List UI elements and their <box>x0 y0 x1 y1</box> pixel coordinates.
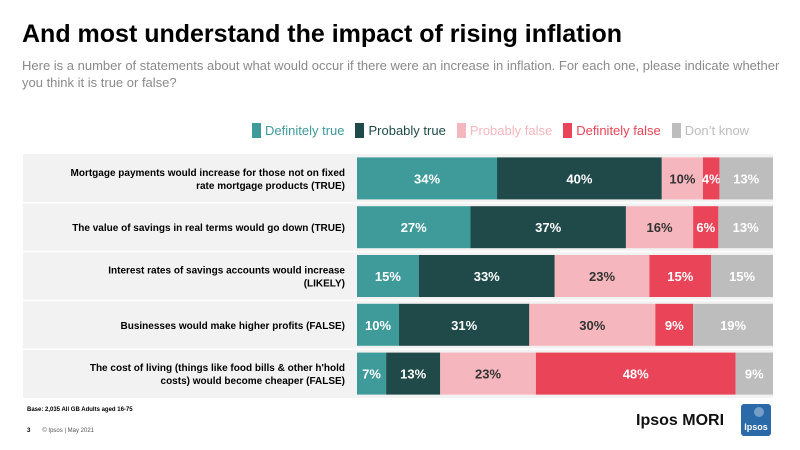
data-label: 4% <box>702 171 721 186</box>
bar-segment-definitely-false <box>702 157 720 200</box>
bar-segment-don-t-know <box>735 352 773 395</box>
legend-item-probably-false: Probably false <box>456 122 553 138</box>
bar-segment-don-t-know <box>711 255 773 297</box>
bar-segment-definitely-true <box>357 206 471 249</box>
legend-label-definitely-true: Definitely true <box>265 122 345 138</box>
bar-segment-don-t-know <box>718 206 773 249</box>
data-label: 9% <box>665 318 684 333</box>
bar-segment-definitely-false <box>649 255 712 297</box>
data-label: 10% <box>365 318 391 333</box>
category-label: The value of savings in real terms would… <box>72 223 345 234</box>
chart-legend: Definitely true Probably true Probably f… <box>252 121 749 139</box>
bar-segment-definitely-true <box>357 255 419 297</box>
bar-segment-probably-true <box>418 255 555 297</box>
bar-segment-probably-true <box>470 206 626 249</box>
data-label: 13% <box>733 220 759 235</box>
legend-swatch-definitely-false <box>563 122 573 138</box>
brand-name: Ipsos MORI <box>636 412 725 429</box>
ipsos-logo-icon: Ipsos <box>741 404 771 436</box>
svg-text:Ipsos: Ipsos <box>744 422 768 432</box>
bar-segment-probably-true <box>497 157 662 200</box>
category-label: Interest rates of savings accounts would… <box>108 266 345 290</box>
copyright-text: © Ipsos | May 2021 <box>42 428 95 434</box>
data-label: 16% <box>647 220 673 235</box>
bar-segment-probably-true <box>399 303 530 346</box>
bar-segment-definitely-true <box>357 157 498 200</box>
bar-segment-probably-false <box>625 206 694 249</box>
legend-label-dont-know: Don’t know <box>684 122 750 138</box>
bar-segment-definitely-false <box>535 352 736 395</box>
slide-subtitle: Here is a number of statements about wha… <box>22 58 780 90</box>
bar-segment-probably-true <box>386 352 441 395</box>
bar-segment-probably-false <box>529 303 656 346</box>
data-label: 15% <box>729 269 755 284</box>
legend-item-probably-true: Probably true <box>355 122 446 138</box>
bar-segment-definitely-false <box>655 303 694 346</box>
bar-segment-definitely-false <box>693 206 719 249</box>
data-label: 33% <box>474 269 500 284</box>
data-label: 37% <box>535 220 561 235</box>
slide-footer: 3 © Ipsos | May 2021 <box>27 428 94 434</box>
category-label: The cost of living (things like food bil… <box>90 363 345 387</box>
bar-segment-probably-false <box>440 352 536 395</box>
bar-segment-definitely-true <box>357 303 400 346</box>
bar-segment-probably-false <box>661 157 703 200</box>
legend-swatch-probably-true <box>355 122 365 138</box>
data-label: 7% <box>362 367 381 382</box>
data-label: 27% <box>401 220 427 235</box>
category-label: Businesses would make higher profits (FA… <box>121 321 346 332</box>
bar-segment-probably-false <box>554 255 650 297</box>
data-label: 34% <box>414 171 440 186</box>
legend-item-definitely-false: Definitely false <box>563 122 661 138</box>
legend-swatch-definitely-true <box>252 122 261 138</box>
data-label: 15% <box>667 269 693 284</box>
legend-item-definitely-true: Definitely true <box>252 122 345 138</box>
legend-swatch-dont-know <box>671 122 681 138</box>
data-label: 15% <box>375 269 401 284</box>
slide-title: And most understand the impact of rising… <box>22 20 623 48</box>
data-label: 40% <box>566 171 592 186</box>
bar-segment-definitely-true <box>357 352 387 395</box>
legend-item-dont-know: Don’t know <box>671 122 750 138</box>
base-note: Base: 2,035 All GB Adults aged 16-75 <box>27 407 133 413</box>
data-label: 19% <box>720 318 746 333</box>
data-label: 6% <box>696 220 715 235</box>
data-label: 30% <box>579 318 605 333</box>
legend-swatch-probably-false <box>456 122 466 138</box>
data-label: 9% <box>745 367 764 382</box>
data-label: 13% <box>400 367 426 382</box>
bar-segment-don-t-know <box>693 303 773 346</box>
data-label: 48% <box>623 367 649 382</box>
stacked-bar-chart: Mortgage payments would increase for tho… <box>23 157 773 395</box>
bar-segment-don-t-know <box>719 157 773 200</box>
data-label: 23% <box>589 269 615 284</box>
data-label: 31% <box>451 318 477 333</box>
page-number: 3 <box>27 428 31 434</box>
category-label: Mortgage payments would increase for tho… <box>71 168 345 192</box>
legend-label-definitely-false: Definitely false <box>576 122 661 138</box>
data-label: 10% <box>669 171 695 186</box>
data-label: 23% <box>475 367 501 382</box>
data-label: 13% <box>733 171 759 186</box>
legend-label-probably-true: Probably true <box>368 122 446 138</box>
legend-label-probably-false: Probably false <box>469 122 553 138</box>
